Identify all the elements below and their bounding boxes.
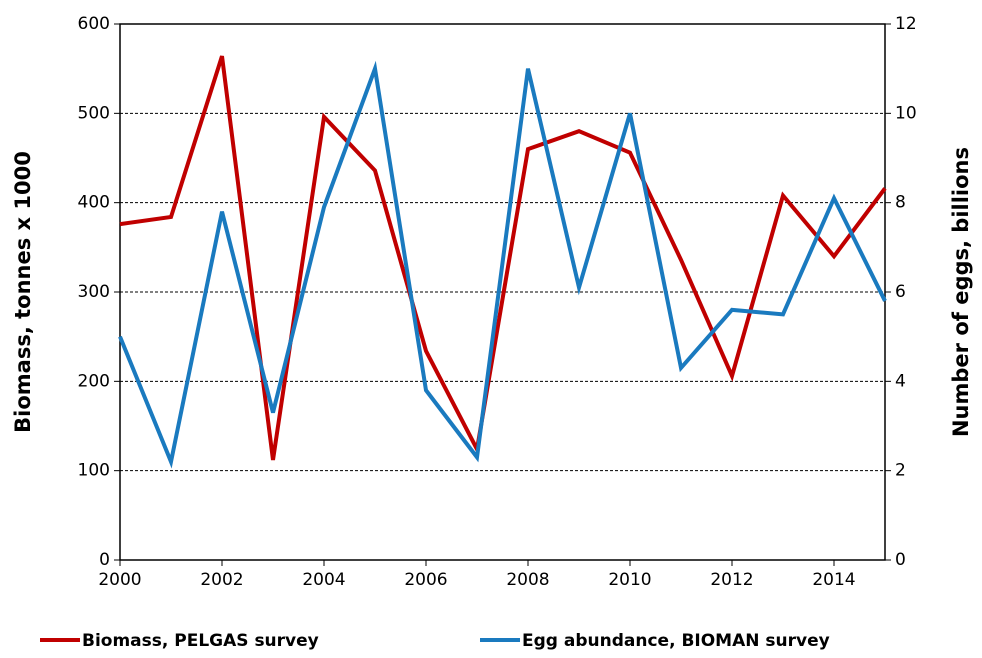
y-tick-label: 300 <box>78 282 110 302</box>
y2-tick-label: 4 <box>895 371 906 391</box>
x-tick-label: 2008 <box>506 570 549 590</box>
y2-tick-label: 8 <box>895 193 906 213</box>
y2-tick-label: 6 <box>895 282 906 302</box>
y-tick-label: 0 <box>99 550 110 570</box>
y2-tick-label: 2 <box>895 461 906 481</box>
y2-axis-title: Number of eggs, billions <box>949 147 973 437</box>
x-tick-label: 2014 <box>812 570 855 590</box>
x-tick-label: 2004 <box>302 570 345 590</box>
y-tick-label: 200 <box>78 371 110 391</box>
y2-tick-label: 10 <box>895 103 917 123</box>
x-tick-label: 2006 <box>404 570 447 590</box>
x-tick-label: 2002 <box>200 570 243 590</box>
data-line <box>119 55 887 461</box>
x-tick-label: 2010 <box>608 570 651 590</box>
plot-frame <box>119 23 886 561</box>
y-tick-label: 600 <box>78 14 110 34</box>
x-tick-label: 2012 <box>710 570 753 590</box>
y-tick-label: 500 <box>78 103 110 123</box>
y2-tick-label: 0 <box>895 550 906 570</box>
y-axis-title: Biomass, tonnes x 1000 <box>11 151 35 433</box>
legend-text: Biomass, PELGAS survey <box>82 631 319 651</box>
x-tick-label: 2000 <box>98 570 141 590</box>
y-tick-label: 400 <box>78 193 110 213</box>
data-line <box>118 60 887 469</box>
y-tick-label: 100 <box>78 461 110 481</box>
y2-tick-label: 12 <box>895 14 917 34</box>
legend-text: Egg abundance, BIOMAN survey <box>522 631 830 651</box>
